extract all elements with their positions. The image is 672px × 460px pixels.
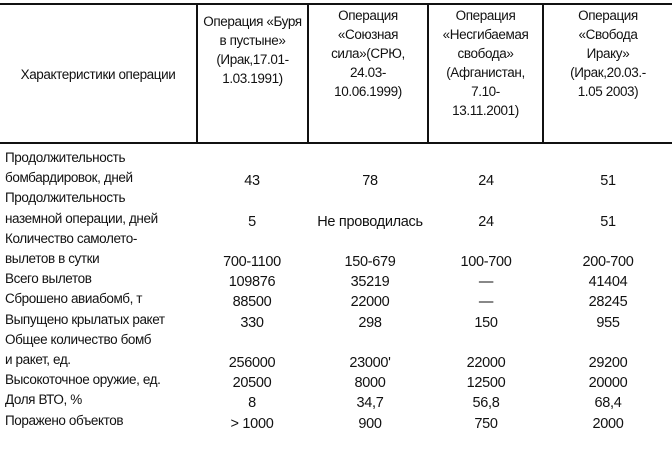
row-value: 8 xyxy=(248,395,256,412)
row-value: 78 xyxy=(362,173,378,190)
row-value: 43 xyxy=(244,173,260,190)
row-label: Выпущено крылатых ракет xyxy=(5,311,165,327)
row-value: > 1000 xyxy=(230,415,274,432)
row-value: 22000 xyxy=(466,355,506,371)
row-label: бомбардировок, дней xyxy=(5,170,133,186)
row-value: Не проводилась xyxy=(317,213,423,230)
row-value: 29200 xyxy=(588,355,628,371)
row-value: 20500 xyxy=(232,375,272,392)
row-value: 51 xyxy=(600,213,616,230)
row-label: Поражено объектов xyxy=(5,412,124,428)
row-value: 41404 xyxy=(588,274,628,291)
row-label: Всего вылетов xyxy=(5,271,92,287)
row-value: 750 xyxy=(474,415,498,432)
row-value: — xyxy=(478,294,494,311)
header-enduring-freedom: Операция «Несгибаемая свобода» (Афганист… xyxy=(442,8,529,118)
row-value: 2000 xyxy=(592,415,624,432)
row-value: — xyxy=(478,274,494,291)
row-value: 256000 xyxy=(228,355,276,371)
column-divider xyxy=(196,4,198,144)
row-value: 68,4 xyxy=(594,395,622,412)
header-bottom-rule xyxy=(0,142,672,144)
row-label: вылетов в сутки xyxy=(5,251,100,266)
row-value: 28245 xyxy=(588,294,628,311)
column-divider xyxy=(307,4,309,144)
row-label: и ракет, ед. xyxy=(5,352,71,367)
row-value: 330 xyxy=(240,314,264,331)
row-value: 35219 xyxy=(350,274,390,291)
row-value: 5 xyxy=(248,213,256,230)
row-value: 24 xyxy=(478,173,494,190)
row-value: 900 xyxy=(358,415,382,432)
row-value: 51 xyxy=(600,173,616,190)
header-allied-force: Операция «Союзная сила»(СРЮ, 24.03- 10.0… xyxy=(331,8,405,99)
column-divider xyxy=(427,4,429,144)
header-desert-storm: Операция «Буря в пустыне» (Ирак,17.01- 1… xyxy=(203,14,302,86)
row-value: 34,7 xyxy=(356,395,384,412)
row-value: 23000' xyxy=(349,355,391,371)
row-value: 100-700 xyxy=(460,254,512,270)
row-label: Сброшено авиабомб, т xyxy=(5,291,143,307)
row-value: 109876 xyxy=(228,274,276,291)
row-value: 298 xyxy=(358,314,382,331)
row-value: 955 xyxy=(596,314,620,331)
row-value: 200-700 xyxy=(582,254,634,270)
row-label: Продолжительность xyxy=(5,150,126,165)
row-label: Общее количество бомб xyxy=(5,331,152,347)
row-label: Продолжительность xyxy=(5,190,126,206)
row-value: 22000 xyxy=(350,294,390,311)
row-value: 24 xyxy=(478,213,494,230)
row-value: 12500 xyxy=(466,375,506,392)
row-value: 150 xyxy=(474,314,498,331)
row-label: наземной операции, дней xyxy=(5,210,158,226)
row-label: Доля ВТО, % xyxy=(5,392,82,408)
row-label: Высокоточное оружие, ед. xyxy=(5,372,161,388)
column-divider xyxy=(542,4,544,144)
table-top-rule xyxy=(0,3,672,5)
header-iraqi-freedom: Операция «Свобода Ираку» (Ирак,20.03.- 1… xyxy=(570,8,646,99)
row-label: Количество самолето- xyxy=(5,230,137,246)
row-value: 88500 xyxy=(232,294,272,311)
row-value: 56,8 xyxy=(472,395,500,412)
row-value: 8000 xyxy=(354,375,386,392)
row-value: 20000 xyxy=(588,375,628,392)
row-value: 150-679 xyxy=(344,254,396,270)
row-value: 700-1100 xyxy=(223,254,281,270)
header-characteristics: Характеристики операции xyxy=(20,66,176,82)
